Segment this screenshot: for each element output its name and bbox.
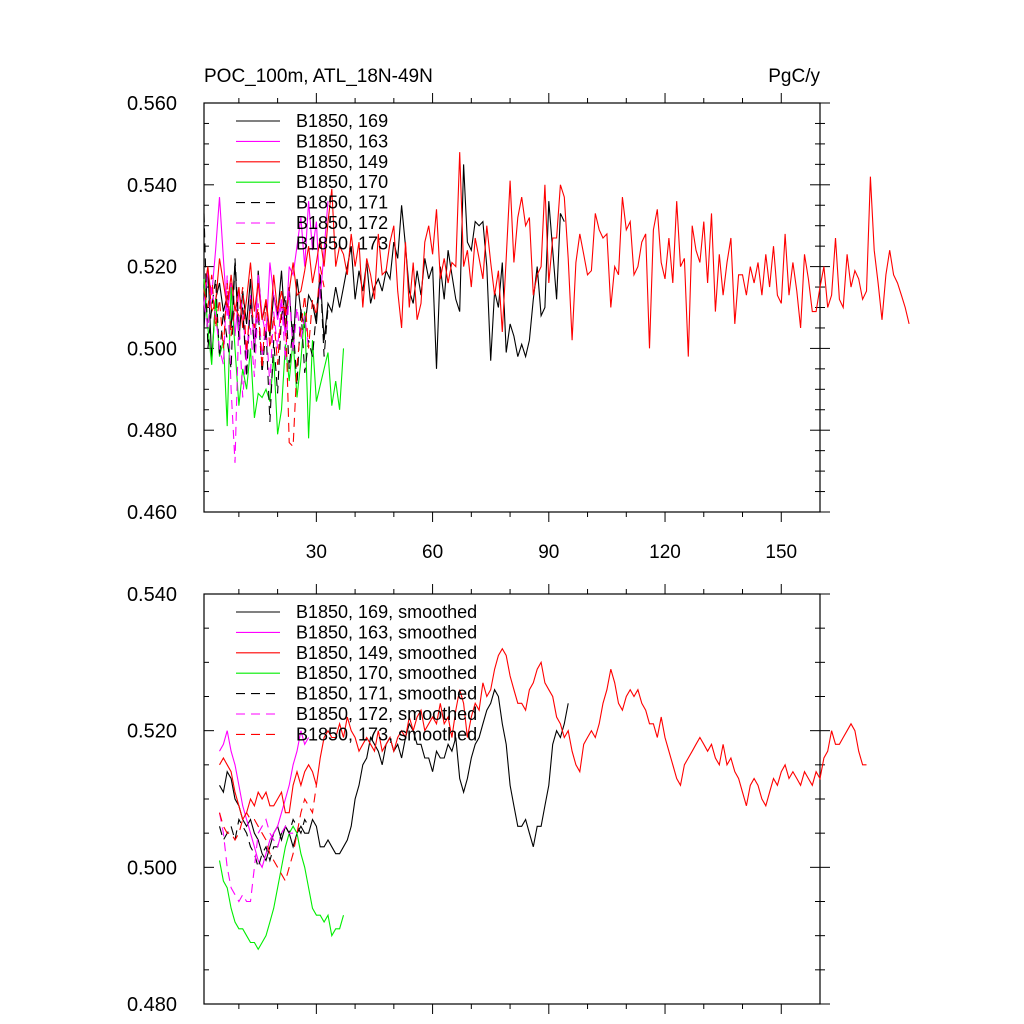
y-tick-label: 0.480 <box>127 420 177 442</box>
chart-title: POC_100m, ATL_18N-49N <box>204 66 433 87</box>
series-line <box>218 817 310 870</box>
series-group <box>218 647 867 951</box>
top-panel: 30 60 90 120 150 0.460 0.480 0.500 0.520 0.540 0.5… <box>127 93 910 563</box>
x-tick-label: 120 <box>649 542 681 563</box>
legend-label: B1850, 170, smoothed <box>296 663 477 683</box>
y-tick-label: 0.480 <box>127 994 177 1016</box>
series-line <box>219 647 867 821</box>
x-tick-label: 60 <box>422 542 443 563</box>
legend-label: B1850, 170 <box>296 172 388 192</box>
units-label: PgC/y <box>768 66 820 87</box>
legend-label: B1850, 173 <box>296 233 388 253</box>
y-tick-label: 0.520 <box>127 721 177 743</box>
legend-label: B1850, 173, smoothed <box>296 724 477 744</box>
legend-label: B1850, 163, smoothed <box>296 622 477 642</box>
y-tick-label: 0.500 <box>127 857 177 879</box>
y-tick-label: 0.560 <box>127 93 177 115</box>
series-line <box>203 213 329 423</box>
legend-label: B1850, 163 <box>296 131 388 151</box>
legend-label: B1850, 171, smoothed <box>296 684 477 704</box>
series-line <box>203 266 325 448</box>
legend-label: B1850, 171 <box>296 193 388 213</box>
series-line <box>203 152 910 357</box>
legend-label: B1850, 149, smoothed <box>296 643 477 663</box>
series-line <box>203 274 310 463</box>
legend-label: B1850, 169, smoothed <box>296 602 477 622</box>
series-line <box>218 812 294 903</box>
legend-label: B1850, 149 <box>296 152 388 172</box>
legend-label: B1850, 169 <box>296 111 388 131</box>
y-tick-label: 0.540 <box>127 584 177 606</box>
x-tick-label: 150 <box>765 542 797 563</box>
legend-label: B1850, 172, smoothed <box>296 704 477 724</box>
y-tick-label: 0.520 <box>127 257 177 279</box>
x-tick-label: 90 <box>538 542 559 563</box>
legend-label: B1850, 172 <box>296 213 388 233</box>
series-line <box>218 785 317 883</box>
x-tick-label: 30 <box>306 542 327 563</box>
series-line <box>219 730 310 869</box>
series-line <box>203 278 345 439</box>
series-line <box>218 825 345 951</box>
series-group <box>203 152 910 463</box>
y-tick-label: 0.540 <box>127 175 177 197</box>
y-tick-label: 0.460 <box>127 502 177 524</box>
bottom-panel: 0.480 0.500 0.520 0.540 B1850, 169, smoothed… <box>127 584 867 1016</box>
y-tick-label: 0.500 <box>127 338 177 360</box>
